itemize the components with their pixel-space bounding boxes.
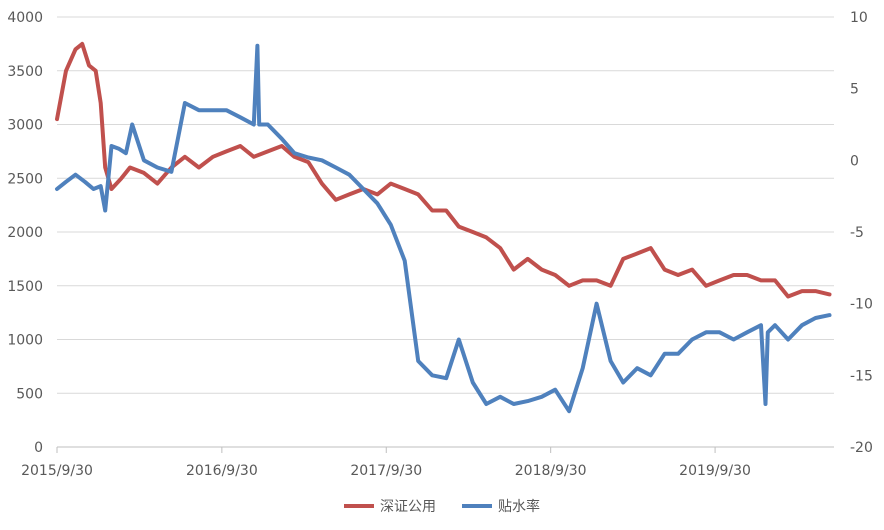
y-left-tick-label-0: 0 [34,440,43,456]
y-right-tick-label-6: 10 [850,10,868,26]
y-right-tick-label-5: 5 [850,82,859,98]
x-tick-label-4: 2019/9/30 [679,463,751,479]
legend-item-series-1: 深证公用 [344,496,436,516]
x-tick-label-3: 2018/9/30 [515,463,587,479]
y-right-tick-label-3: -5 [850,225,864,241]
y-left-tick-label-8: 4000 [7,10,43,26]
legend-label-series-2: 贴水率 [498,499,540,515]
legend-label-series-1: 深证公用 [380,499,436,515]
y-left-tick-label-7: 3500 [7,64,43,80]
x-tick-label-2: 2017/9/30 [350,463,422,479]
legend-swatch-series-2 [462,504,492,508]
y-left-tick-label-1: 500 [16,386,43,402]
legend-swatch-series-1 [344,504,374,508]
y-left-tick-label-2: 1000 [7,333,43,349]
y-right-tick-label-1: -15 [850,368,873,384]
y-left-tick-label-6: 3000 [7,118,43,134]
y-right-tick-label-4: 0 [850,153,859,169]
y-right-tick-label-2: -10 [850,297,873,313]
legend-item-series-2: 贴水率 [462,496,540,516]
x-tick-label-1: 2016/9/30 [186,463,258,479]
y-left-tick-label-3: 1500 [7,279,43,295]
y-left-tick-label-5: 2500 [7,171,43,187]
x-tick-label-0: 2015/9/30 [21,463,93,479]
series-line-1 [55,41,832,299]
series-line-2 [55,43,832,414]
y-left-tick-label-4: 2000 [7,225,43,241]
legend: 深证公用 贴水率 [0,496,884,516]
y-right-tick-label-0: -20 [850,440,873,456]
